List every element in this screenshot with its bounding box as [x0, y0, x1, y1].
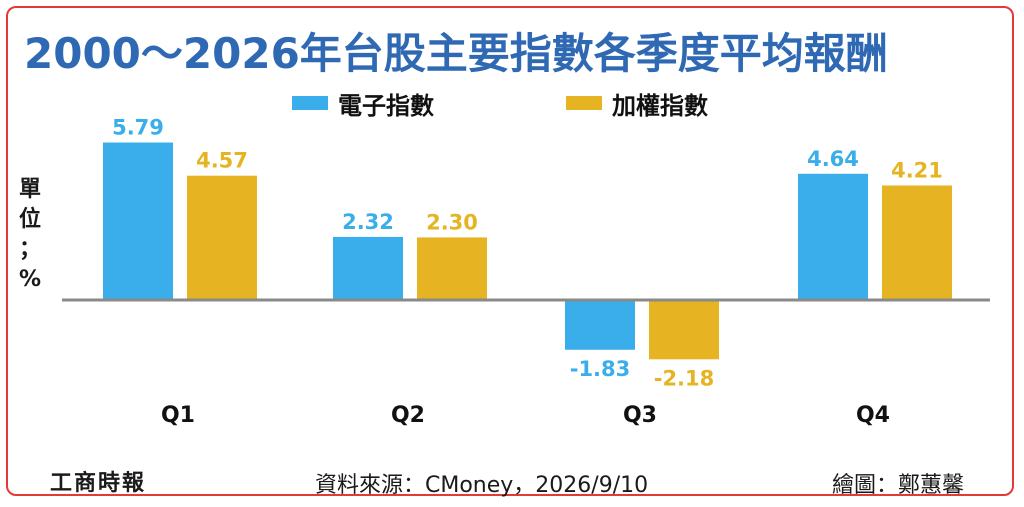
data-label-taiex-q1: 4.57 [196, 149, 248, 173]
category-label-q3: Q3 [623, 403, 657, 428]
category-label-q2: Q2 [391, 403, 425, 428]
data-label-taiex-q4: 4.21 [891, 158, 943, 182]
data-label-electronics-q2: 2.32 [342, 210, 394, 234]
bar-electronics-q1 [103, 142, 173, 300]
bar-taiex-q1 [187, 175, 257, 300]
data-label-taiex-q2: 2.30 [426, 210, 478, 234]
chart-legend: 電子指數 加權指數 [0, 88, 1024, 120]
bar-electronics-q3 [565, 300, 635, 350]
bar-electronics-q4 [798, 173, 868, 300]
legend-label-taiex: 加權指數 [612, 91, 708, 120]
data-source-text: 資料來源：CMoney，2026/9/10 [315, 473, 649, 498]
category-label-q1: Q1 [161, 403, 195, 428]
data-label-taiex-q3: -2.18 [654, 366, 715, 390]
bar-electronics-q2 [333, 236, 403, 300]
legend-swatch-electronics [292, 96, 328, 110]
data-label-electronics-q3: -1.83 [570, 357, 631, 381]
legend-swatch-taiex [566, 96, 602, 110]
data-label-electronics-q1: 5.79 [112, 116, 164, 140]
y-axis-unit-label: 單 位 ； % [18, 177, 42, 292]
bar-taiex-q2 [417, 237, 487, 300]
legend-label-electronics: 電子指數 [338, 91, 434, 120]
data-label-electronics-q4: 4.64 [807, 147, 859, 171]
legend-item-electronics: 電子指數 [292, 88, 434, 120]
publisher-logo: 工商時報 [50, 470, 147, 496]
bar-taiex-q3 [649, 300, 719, 360]
category-label-q4: Q4 [856, 403, 890, 428]
graphic-credit-text: 繪圖：鄭蕙馨 [832, 473, 965, 498]
legend-item-taiex: 加權指數 [566, 88, 708, 120]
chart-title: 2000～2026年台股主要指數各季度平均報酬 [24, 29, 888, 78]
bar-taiex-q4 [882, 185, 952, 300]
